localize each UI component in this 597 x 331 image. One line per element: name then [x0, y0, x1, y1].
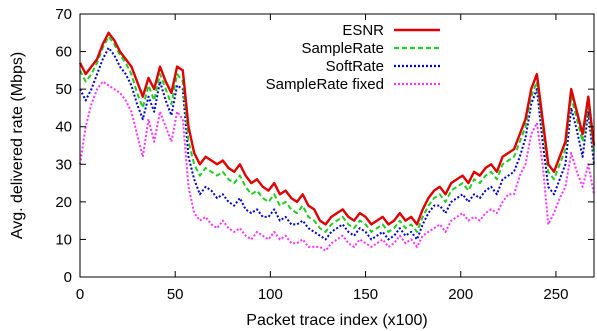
- legend-label: SampleRate: [301, 40, 384, 57]
- x-tick-label: 50: [167, 286, 184, 303]
- series-line-1: [79, 35, 595, 233]
- x-axis-label: Packet trace index (x100): [246, 312, 427, 329]
- y-tick-label: 40: [55, 119, 72, 136]
- axis-ticks: 0 50 100 150 200 250 0 10 20 30 40 50 60 70: [55, 6, 594, 303]
- x-tick-label: 0: [76, 286, 84, 303]
- y-tick-label: 60: [55, 44, 72, 61]
- x-tick-label: 200: [448, 286, 473, 303]
- y-tick-label: 50: [55, 81, 72, 98]
- y-tick-label: 10: [55, 231, 72, 248]
- legend-label: ESNR: [342, 22, 384, 39]
- legend-label: SoftRate: [326, 58, 384, 75]
- y-tick-label: 70: [55, 6, 72, 23]
- x-tick-label: 150: [353, 286, 378, 303]
- series-line-2: [79, 46, 595, 241]
- x-tick-label: 100: [258, 286, 283, 303]
- x-tick-label: 250: [543, 286, 568, 303]
- legend-label: SampleRate fixed: [266, 76, 384, 93]
- y-tick-label: 20: [55, 194, 72, 211]
- plot-frame: [79, 13, 595, 278]
- y-tick-label: 30: [55, 156, 72, 173]
- plot-lines: [78, 31, 596, 252]
- y-axis-label: Avg. delivered rate (Mbps): [9, 52, 26, 239]
- series-line-0: [78, 31, 596, 226]
- y-tick-label: 0: [64, 269, 72, 286]
